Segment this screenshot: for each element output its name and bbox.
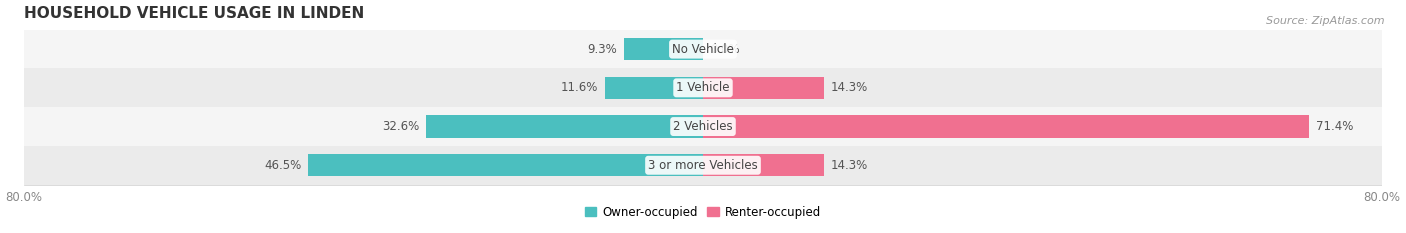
Text: No Vehicle: No Vehicle xyxy=(672,43,734,56)
Text: 1 Vehicle: 1 Vehicle xyxy=(676,81,730,94)
Bar xyxy=(703,77,824,99)
Text: 14.3%: 14.3% xyxy=(831,159,869,172)
Text: 71.4%: 71.4% xyxy=(1316,120,1353,133)
Bar xyxy=(24,146,1382,185)
Text: 32.6%: 32.6% xyxy=(382,120,419,133)
Bar xyxy=(426,115,703,138)
Text: 9.3%: 9.3% xyxy=(588,43,617,56)
Text: 11.6%: 11.6% xyxy=(561,81,598,94)
Bar xyxy=(605,77,703,99)
Text: 46.5%: 46.5% xyxy=(264,159,301,172)
Bar xyxy=(24,107,1382,146)
Bar xyxy=(703,154,824,176)
Text: 14.3%: 14.3% xyxy=(831,81,869,94)
Bar xyxy=(308,154,703,176)
Bar xyxy=(24,69,1382,107)
Text: 2 Vehicles: 2 Vehicles xyxy=(673,120,733,133)
Text: 0.0%: 0.0% xyxy=(710,43,740,56)
Bar xyxy=(624,38,703,60)
Text: Source: ZipAtlas.com: Source: ZipAtlas.com xyxy=(1267,16,1385,26)
Bar xyxy=(24,30,1382,69)
Text: HOUSEHOLD VEHICLE USAGE IN LINDEN: HOUSEHOLD VEHICLE USAGE IN LINDEN xyxy=(24,6,364,21)
Bar xyxy=(703,115,1309,138)
Text: 3 or more Vehicles: 3 or more Vehicles xyxy=(648,159,758,172)
Legend: Owner-occupied, Renter-occupied: Owner-occupied, Renter-occupied xyxy=(579,201,827,223)
